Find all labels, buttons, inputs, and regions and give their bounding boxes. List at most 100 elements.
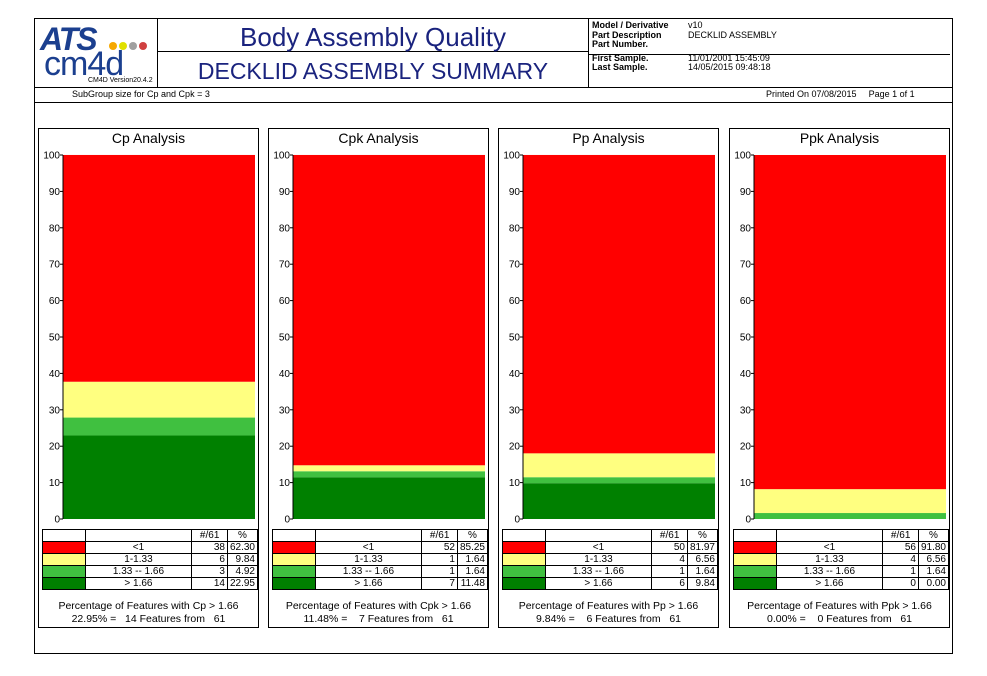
table-row: 1-1.33 4 6.56 bbox=[502, 553, 719, 566]
report-header: ATS cm4d CM4D Version20.4.2 Body Assembl… bbox=[35, 19, 952, 87]
table-header-row: #/61% bbox=[42, 529, 259, 542]
table-row: 1.33 -- 1.66 3 4.92 bbox=[42, 565, 259, 578]
color-swatch bbox=[733, 577, 777, 590]
chart-title: Cp Analysis bbox=[111, 130, 186, 146]
table-header-cell bbox=[733, 529, 777, 542]
subheader-divider bbox=[35, 102, 952, 103]
color-swatch bbox=[502, 577, 546, 590]
stacked-bar-chart: 0 10 20 30 40 50 60 70 80 90 100 bbox=[273, 151, 485, 526]
color-swatch bbox=[42, 553, 86, 566]
category-label: > 1.66 bbox=[775, 577, 884, 590]
count-cell: 1 bbox=[651, 565, 688, 578]
y-tick-label: 40 bbox=[740, 369, 752, 380]
count-cell: 1 bbox=[421, 565, 458, 578]
category-label: <1 bbox=[775, 541, 884, 554]
y-tick-label: 30 bbox=[279, 405, 291, 416]
footer-line-2: 22.95% = 14 Features from 61 bbox=[71, 613, 226, 625]
y-tick-label: 50 bbox=[49, 333, 61, 344]
color-swatch bbox=[733, 565, 777, 578]
y-tick-label: 10 bbox=[279, 478, 291, 489]
table-row: > 1.66 0 0.00 bbox=[733, 577, 950, 590]
percent-cell: 6.56 bbox=[686, 553, 719, 566]
chart-panel-cp: Cp Analysis 0 10 20 30 40 50 60 70 80 90 100 #/61% <1… bbox=[38, 128, 259, 628]
color-swatch bbox=[502, 553, 546, 566]
color-swatch bbox=[733, 541, 777, 554]
table-row: 1-1.33 1 1.64 bbox=[272, 553, 489, 566]
version-label: CM4D Version20.4.2 bbox=[88, 77, 153, 84]
info-row: Last Sample. 14/05/2015 09:48:18 bbox=[592, 62, 777, 73]
count-cell: 14 bbox=[191, 577, 228, 590]
y-tick-label: 60 bbox=[740, 296, 752, 307]
percent-cell: 62.30 bbox=[226, 541, 259, 554]
table-row: <1 52 85.25 bbox=[272, 541, 489, 554]
color-swatch bbox=[502, 565, 546, 578]
color-swatch bbox=[272, 577, 316, 590]
percent-cell: 81.97 bbox=[686, 541, 719, 554]
percent-cell: 1.64 bbox=[456, 553, 489, 566]
color-swatch bbox=[42, 565, 86, 578]
color-swatch bbox=[42, 541, 86, 554]
info-label: Model / Derivative bbox=[592, 20, 669, 30]
y-tick-label: 90 bbox=[509, 187, 521, 198]
count-cell: 4 bbox=[651, 553, 688, 566]
page-number: Page 1 of 1 bbox=[868, 89, 915, 99]
summary-table: #/61% <1 56 91.80 1-1.33 4 6.56 1.33 -- 1.66 1 1.… bbox=[733, 529, 950, 590]
table-header-cell: #/61 bbox=[651, 529, 688, 542]
y-tick-label: 40 bbox=[509, 369, 521, 380]
chart-panel-ppk: Ppk Analysis 0 10 20 30 40 50 60 70 80 90 100 #/61% <… bbox=[729, 128, 950, 628]
y-tick-label: 100 bbox=[503, 151, 520, 162]
table-row: <1 50 81.97 bbox=[502, 541, 719, 554]
info-label: Part Description bbox=[592, 29, 662, 40]
y-tick-label: 90 bbox=[279, 187, 291, 198]
report-title: Body Assembly Quality bbox=[158, 19, 588, 52]
bar-segment bbox=[63, 381, 255, 418]
category-label: <1 bbox=[544, 541, 653, 554]
table-header-row: #/61% bbox=[502, 529, 719, 542]
y-tick-label: 10 bbox=[509, 478, 521, 489]
chart-title: Ppk Analysis bbox=[799, 130, 880, 146]
percent-cell: 11.48 bbox=[456, 577, 489, 590]
category-label: 1.33 -- 1.66 bbox=[314, 565, 423, 578]
y-tick-label: 20 bbox=[509, 442, 521, 453]
footer-line-1: Percentage of Features with Pp > 1.66 bbox=[518, 600, 699, 612]
bar-segment bbox=[63, 154, 255, 382]
count-cell: 0 bbox=[882, 577, 919, 590]
table-header-row: #/61% bbox=[272, 529, 489, 542]
summary-table: #/61% <1 38 62.30 1-1.33 6 9.84 1.33 -- 1.66 3 4.… bbox=[42, 529, 259, 590]
count-cell: 1 bbox=[421, 553, 458, 566]
count-cell: 3 bbox=[191, 565, 228, 578]
table-header-cell: #/61 bbox=[882, 529, 919, 542]
count-cell: 6 bbox=[191, 553, 228, 566]
y-tick-label: 70 bbox=[49, 260, 61, 271]
info-label: Part Number. bbox=[592, 39, 649, 49]
bar-segment bbox=[754, 489, 946, 514]
chart-panel-pp: Pp Analysis 0 10 20 30 40 50 60 70 80 90 100 #/61% <1… bbox=[498, 128, 719, 628]
footer-line-2: 9.84% = 6 Features from 61 bbox=[535, 613, 682, 625]
bar-segment bbox=[523, 453, 715, 478]
category-label: <1 bbox=[84, 541, 193, 554]
table-row: > 1.66 6 9.84 bbox=[502, 577, 719, 590]
table-row: 1.33 -- 1.66 1 1.64 bbox=[733, 565, 950, 578]
category-label: > 1.66 bbox=[314, 577, 423, 590]
y-tick-label: 30 bbox=[740, 405, 752, 416]
footer-line-1: Percentage of Features with Cpk > 1.66 bbox=[285, 600, 472, 612]
y-tick-label: 80 bbox=[509, 223, 521, 234]
percent-cell: 1.64 bbox=[456, 565, 489, 578]
footer-line-1: Percentage of Features with Cp > 1.66 bbox=[58, 600, 239, 612]
table-header-cell: % bbox=[226, 529, 259, 542]
y-tick-label: 80 bbox=[279, 223, 291, 234]
color-swatch bbox=[272, 553, 316, 566]
category-label: 1-1.33 bbox=[544, 553, 653, 566]
y-tick-label: 90 bbox=[740, 187, 752, 198]
table-row: 1-1.33 6 9.84 bbox=[42, 553, 259, 566]
table-header-cell bbox=[84, 529, 193, 542]
table-header-cell: % bbox=[686, 529, 719, 542]
panel-footer: Percentage of Features with Pp > 1.66 9.8… bbox=[499, 600, 718, 626]
footer-line-2: 11.48% = 7 Features from 61 bbox=[303, 613, 454, 625]
color-swatch bbox=[733, 553, 777, 566]
count-cell: 1 bbox=[882, 565, 919, 578]
y-tick-label: 0 bbox=[514, 515, 520, 526]
percent-cell: 6.56 bbox=[917, 553, 950, 566]
bar-segment bbox=[293, 154, 485, 466]
color-swatch bbox=[272, 541, 316, 554]
